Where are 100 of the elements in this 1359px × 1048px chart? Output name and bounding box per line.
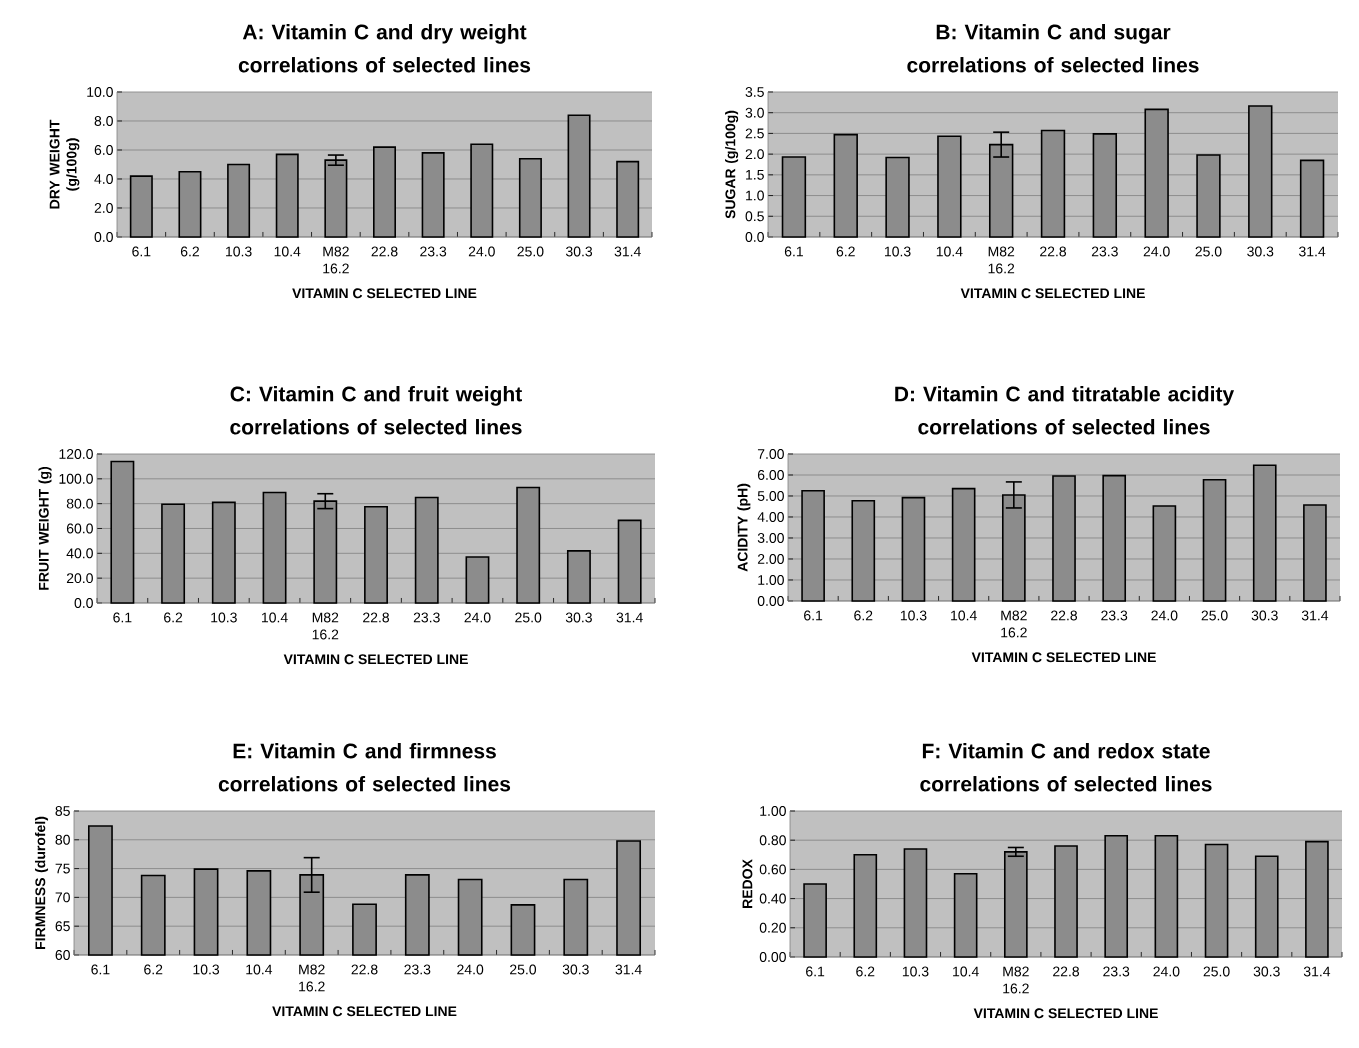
y-tick-label: 1.00 (760, 806, 786, 816)
x-tick-label: 10.4 (936, 246, 963, 257)
x-tick-label: 6.2 (836, 246, 855, 257)
x-tick-label: 6.1 (784, 246, 803, 257)
y-tick-label: 85 (55, 806, 70, 816)
x-tick-label: 23.3 (1091, 246, 1118, 257)
x-tick-label: M82 16.2 (1003, 966, 1029, 994)
y-tick-label: 3.5 (745, 87, 764, 97)
x-tick-label: 10.3 (211, 612, 237, 623)
y-tick-label: 1.00 (758, 575, 784, 585)
x-tick-label: 6.1 (113, 612, 132, 623)
x-tick-label: 24.0 (464, 612, 491, 623)
x-tick-label: 10.3 (885, 246, 911, 257)
x-tick-label: M82 16.2 (312, 612, 339, 640)
y-tick-label: 2.5 (745, 128, 764, 139)
y-tick-label: 3.0 (745, 107, 764, 118)
y-tick-label: 120.0 (59, 449, 93, 459)
y-tick-label: 0.60 (759, 864, 786, 875)
x-tick-label: 6.2 (854, 610, 873, 621)
x-tick-label: 6.2 (164, 612, 183, 623)
x-tick-label: 10.4 (262, 612, 288, 623)
y-tick-label: 0.40 (759, 893, 786, 904)
x-tick-label: 6.1 (806, 966, 825, 977)
x-tick-label: 25.0 (1195, 246, 1222, 257)
y-tick-label: 2.0 (745, 149, 764, 160)
x-tick-label: 31.4 (615, 964, 642, 975)
y-tick-label: 80.0 (66, 498, 93, 509)
x-tick-label: 25.0 (510, 964, 537, 975)
y-tick-label: 3.00 (757, 533, 784, 543)
y-tick-label: 75 (55, 863, 70, 874)
y-tick-label: 2.0 (94, 203, 113, 213)
x-tick-label: 23.3 (1101, 610, 1128, 621)
y-tick-label: 4.00 (757, 512, 784, 522)
y-tick-label: 6.0 (94, 145, 113, 155)
y-axis-title: SUGAR (g/100g) (725, 110, 739, 219)
x-tick-label: 31.4 (1299, 246, 1326, 257)
x-tick-label: 22.8 (1053, 966, 1080, 977)
x-tick-label: 31.4 (1303, 966, 1331, 977)
chart-title: C: Vitamin C and fruit weight correlations of selected lines (230, 386, 522, 435)
y-axis-title: DRY WEIGHT (g/100g) (49, 119, 80, 209)
y-axis-title: FRUIT WEIGHT (g) (38, 466, 52, 590)
x-tick-label: 10.4 (953, 966, 979, 977)
x-tick-label: 22.8 (371, 246, 398, 257)
y-tick-label: 4.0 (94, 174, 113, 184)
y-tick-label: 0.00 (757, 596, 784, 606)
x-tick-label: 25.0 (515, 612, 542, 623)
x-tick-label: 10.3 (226, 246, 252, 257)
y-tick-label: 8.0 (94, 116, 113, 126)
x-tick-label: 23.3 (420, 246, 447, 257)
x-tick-label: 30.3 (1247, 246, 1274, 257)
x-tick-label: 24.0 (1151, 610, 1178, 621)
x-tick-label: 30.3 (1253, 966, 1280, 977)
y-axis-title: REDOX (742, 859, 753, 908)
x-tick-label: 6.1 (804, 610, 823, 621)
x-tick-label: 24.0 (468, 246, 495, 257)
y-tick-label: 65 (55, 921, 70, 932)
x-tick-label: 23.3 (413, 612, 440, 623)
y-tick-label: 70 (55, 892, 70, 903)
x-tick-label: 10.4 (246, 964, 273, 975)
x-tick-label: 10.3 (902, 966, 929, 977)
y-tick-label: 20.0 (66, 573, 93, 584)
x-tick-label: 31.4 (1301, 610, 1329, 621)
x-tick-label: M82 16.2 (1001, 610, 1027, 638)
x-tick-label: 31.4 (616, 612, 643, 623)
x-tick-label: 6.2 (856, 966, 875, 977)
x-tick-label: 10.3 (193, 964, 220, 975)
y-tick-label: 60.0 (66, 523, 93, 534)
chart-title: B: Vitamin C and sugar correlations of selected lines (907, 24, 1199, 73)
y-tick-label: 1.0 (746, 190, 764, 201)
y-tick-label: 100.0 (59, 473, 93, 484)
x-axis-title: VITAMIN C SELECTED LINE (283, 654, 468, 665)
y-tick-label: 80 (55, 834, 70, 845)
x-tick-label: 24.0 (1143, 246, 1170, 257)
y-tick-label: 0.0 (74, 598, 93, 608)
y-tick-label: 6.00 (757, 470, 784, 480)
x-tick-label: 6.1 (91, 964, 110, 975)
y-tick-label: 7.00 (757, 449, 784, 459)
x-tick-label: 25.0 (517, 246, 544, 257)
x-axis-title: VITAMIN C SELECTED LINE (971, 652, 1156, 663)
x-tick-label: 30.3 (565, 612, 592, 623)
x-tick-label: 10.4 (951, 610, 977, 621)
y-tick-label: 60 (55, 950, 70, 960)
y-tick-label: 0.00 (759, 952, 786, 962)
y-tick-label: 1.5 (746, 169, 764, 180)
y-tick-label: 0.0 (94, 232, 113, 242)
x-tick-label: 23.3 (404, 964, 431, 975)
x-tick-label: 25.0 (1203, 966, 1230, 977)
x-tick-label: 24.0 (457, 964, 484, 975)
y-tick-label: 2.00 (757, 554, 784, 564)
y-tick-label: 0.20 (759, 922, 786, 933)
y-tick-label: 0.0 (745, 232, 764, 242)
x-tick-label: 6.2 (144, 964, 163, 975)
x-tick-label: 22.8 (351, 964, 378, 975)
x-tick-label: M82 16.2 (299, 964, 325, 992)
y-axis-title: FIRMNESS (durofel) (34, 816, 49, 949)
x-tick-label: 30.3 (1251, 610, 1278, 621)
chart-title: D: Vitamin C and titratable acidity correlations of selected lines (895, 386, 1235, 435)
x-tick-label: 22.8 (363, 612, 390, 623)
y-tick-label: 40.0 (66, 548, 93, 559)
x-tick-label: 23.3 (1103, 966, 1130, 977)
